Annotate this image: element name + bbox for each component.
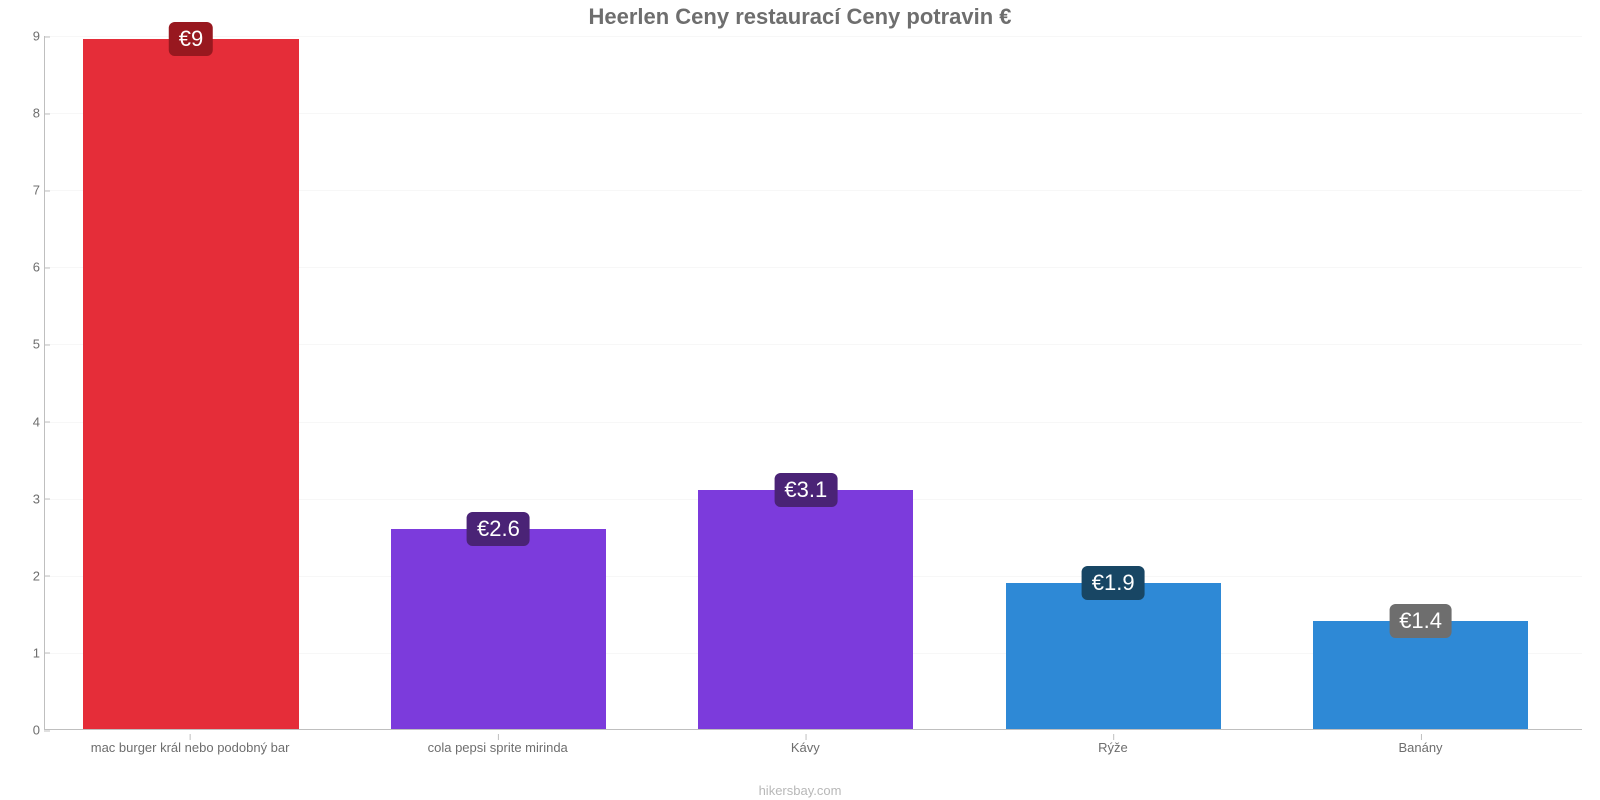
bar <box>391 529 606 729</box>
grid-line <box>45 36 1582 37</box>
chart-plot-area: €9€2.6€3.1€1.9€1.4 <box>44 36 1582 730</box>
bar-value-label: €3.1 <box>774 473 837 507</box>
x-axis-tick: Banány <box>1398 740 1442 755</box>
y-axis-tick: 3 <box>16 491 40 506</box>
bar <box>1006 583 1221 730</box>
chart-attribution: hikersbay.com <box>0 783 1600 798</box>
bar <box>83 39 298 729</box>
y-axis-tick: 0 <box>16 723 40 738</box>
bar-value-label: €9 <box>169 22 213 56</box>
y-axis-tick: 5 <box>16 337 40 352</box>
bar-value-label: €1.9 <box>1082 566 1145 600</box>
bar-value-label: €1.4 <box>1389 604 1452 638</box>
y-axis-tick: 7 <box>16 183 40 198</box>
y-axis-tick: 8 <box>16 106 40 121</box>
y-axis-tick: 6 <box>16 260 40 275</box>
y-axis-tick: 1 <box>16 645 40 660</box>
x-axis-tick: Rýže <box>1098 740 1128 755</box>
bar <box>698 490 913 729</box>
x-axis-tick: Kávy <box>791 740 820 755</box>
y-axis-tick: 9 <box>16 29 40 44</box>
chart-title: Heerlen Ceny restaurací Ceny potravin € <box>0 4 1600 30</box>
chart-container: Heerlen Ceny restaurací Ceny potravin € … <box>0 0 1600 800</box>
y-axis-tick: 2 <box>16 568 40 583</box>
y-axis-tick: 4 <box>16 414 40 429</box>
x-axis-tick: cola pepsi sprite mirinda <box>428 740 568 755</box>
bar-value-label: €2.6 <box>467 512 530 546</box>
x-axis-tick: mac burger král nebo podobný bar <box>91 740 290 755</box>
